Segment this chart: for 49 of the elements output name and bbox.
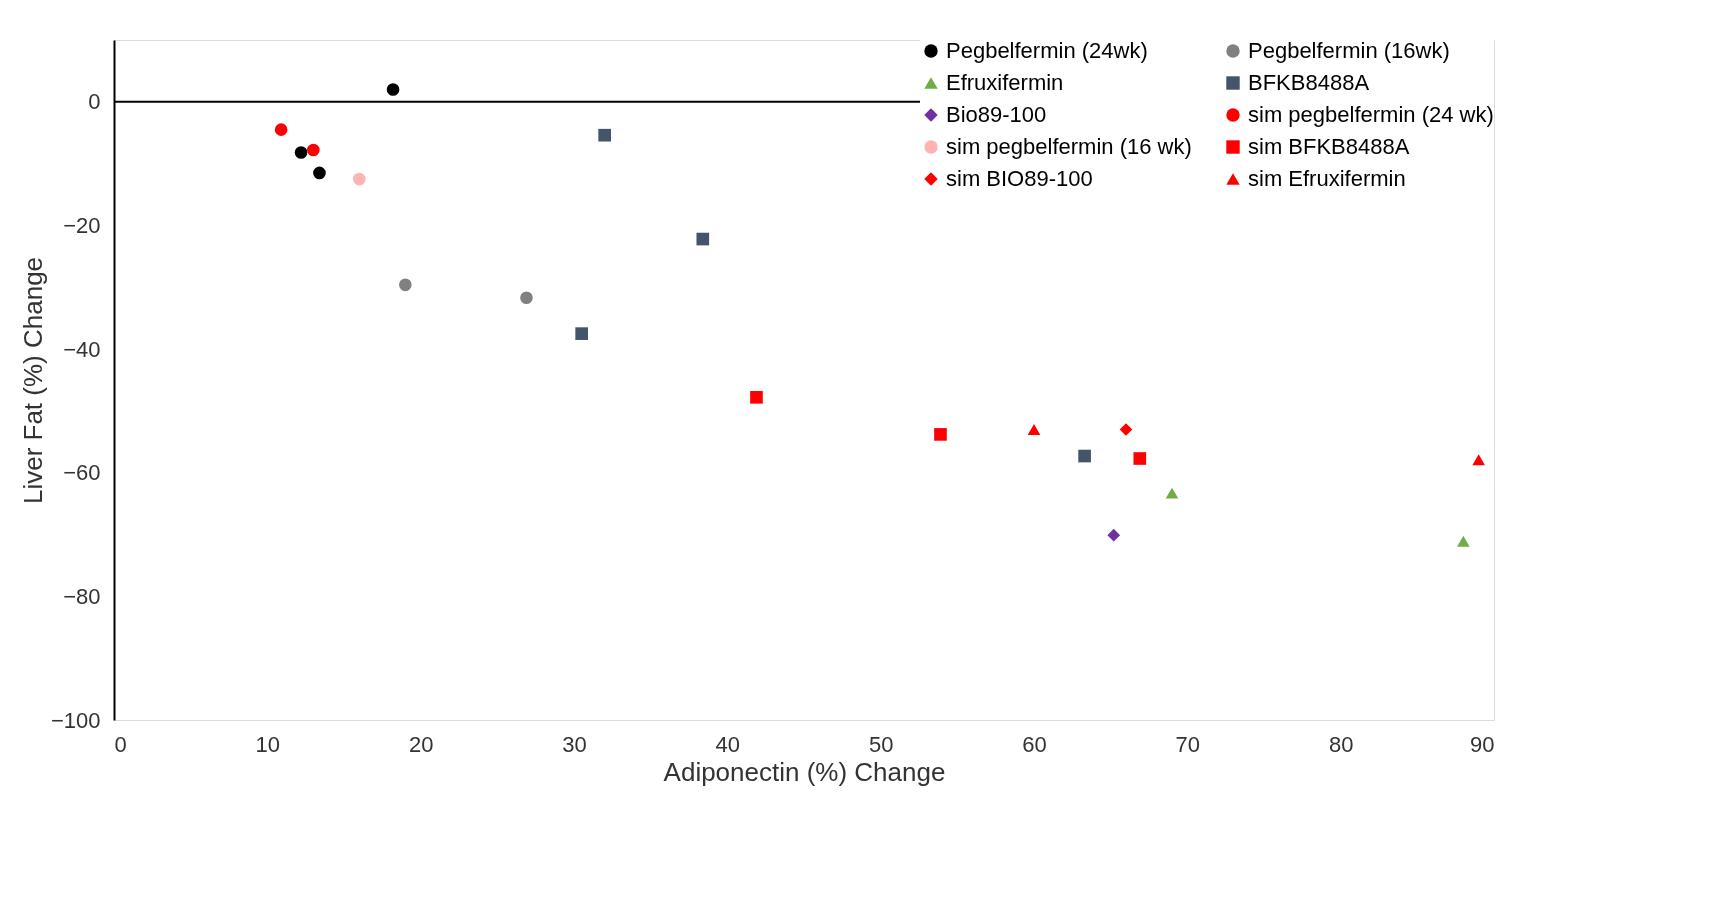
point	[575, 327, 588, 340]
point	[696, 232, 710, 246]
point	[294, 146, 308, 159]
x-tick-label: 50	[868, 731, 894, 757]
y-axis-title: Liver Fat (%) Change	[17, 256, 48, 505]
y-tick-label: 0	[88, 89, 101, 115]
point	[1472, 454, 1485, 466]
x-tick-label: 80	[1328, 731, 1354, 757]
point	[386, 83, 400, 96]
point	[750, 390, 763, 404]
x-axis-title: Adiponectin (%) Change	[663, 756, 946, 787]
point	[274, 123, 288, 136]
legend-label: sim BIO89-100	[946, 166, 1093, 191]
point	[598, 128, 611, 142]
legend-label: Pegbelfermin (24wk)	[946, 38, 1148, 63]
point	[1457, 535, 1470, 547]
legend-label: sim BFKB8488A	[1248, 134, 1410, 159]
y-tick-label: −100	[50, 707, 101, 733]
x-tick-label: 60	[1022, 731, 1047, 757]
point	[399, 278, 412, 292]
legend-label: Bio89-100	[946, 102, 1047, 127]
y-tick-label: −20	[63, 212, 101, 238]
legend-label: Efruxifermin	[946, 70, 1064, 95]
y-tick-label: −60	[63, 460, 101, 486]
point	[1078, 449, 1091, 463]
legend-label: sim pegbelfermin (16 wk)	[946, 134, 1192, 159]
point	[1107, 528, 1121, 542]
point	[353, 172, 366, 186]
x-tick-label: 0	[114, 731, 127, 757]
point	[1165, 487, 1179, 499]
point	[1027, 423, 1041, 435]
y-tick-label: −80	[63, 583, 101, 609]
legend-label: Pegbelfermin (16wk)	[1248, 38, 1450, 63]
legend-label: sim pegbelfermin (24 wk)	[1248, 102, 1494, 127]
point	[313, 166, 326, 180]
point	[1119, 423, 1133, 436]
x-tick-label: 20	[408, 731, 434, 757]
y-tick-label: −40	[63, 336, 101, 362]
legend-label: BFKB8488A	[1248, 70, 1370, 95]
point	[934, 428, 947, 441]
point	[1133, 452, 1147, 465]
x-tick-label: 90	[1470, 731, 1495, 757]
x-tick-label: 70	[1175, 731, 1201, 757]
legend-label: sim Efruxifermin	[1248, 166, 1406, 191]
point	[520, 291, 533, 305]
x-tick-label: 40	[715, 731, 741, 757]
point	[307, 143, 320, 157]
x-tick-label: 10	[255, 731, 281, 757]
x-tick-label: 30	[562, 731, 587, 757]
